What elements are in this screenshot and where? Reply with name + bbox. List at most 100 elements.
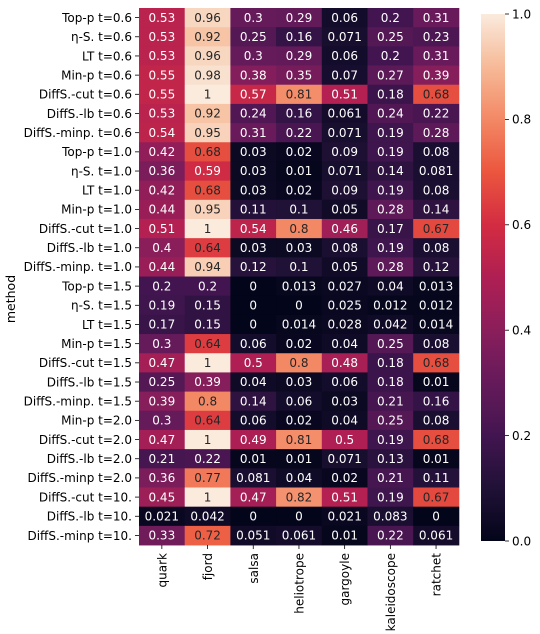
heatmap-cell <box>413 142 460 162</box>
cell-value-label: 0 <box>295 509 303 523</box>
row-label: LT t=0.6 <box>82 49 132 63</box>
cell-value-label: 0.027 <box>327 279 361 293</box>
cell-value-label: 0.39 <box>423 68 450 82</box>
heatmap-cell <box>139 276 186 297</box>
cell-value-label: 0.15 <box>194 318 221 332</box>
cell-value-label: 0.53 <box>148 30 175 44</box>
cell-value-label: 0.64 <box>194 241 221 255</box>
cell-value-label: 0.11 <box>240 203 267 217</box>
row-label: Min-p t=1.0 <box>61 203 132 217</box>
cell-value-label: 0.25 <box>377 337 404 351</box>
row-label: DiffS.-cut t=10. <box>39 490 132 504</box>
heatmap-cell <box>184 391 231 412</box>
heatmap-cell <box>367 372 414 392</box>
row-label: Min-p t=1.5 <box>61 337 132 351</box>
cell-value-label: 0.98 <box>194 68 221 82</box>
heatmap-cell <box>321 525 368 546</box>
row-label: Min-p t=2.0 <box>61 414 132 428</box>
heatmap-cell <box>230 161 277 182</box>
cell-value-label: 0.18 <box>377 356 404 370</box>
cell-value-label: 0.014 <box>282 318 316 332</box>
cell-value-label: 0.24 <box>377 107 404 121</box>
cell-value-label: 0.92 <box>194 30 221 44</box>
heatmap-cell <box>276 487 323 508</box>
cell-value-label: 0.47 <box>148 356 175 370</box>
heatmap-cell <box>139 123 186 143</box>
cell-value-label: 0.03 <box>286 241 313 255</box>
heatmap-cell <box>230 238 277 258</box>
heatmap-cell <box>321 180 368 201</box>
colorbar-tick-label: 0.4 <box>512 324 531 338</box>
heatmap-cell <box>413 525 460 546</box>
cell-value-label: 0.51 <box>331 88 358 102</box>
heatmap-cell <box>367 103 414 124</box>
heatmap-cell <box>413 334 460 354</box>
cell-value-label: 0.05 <box>331 260 358 274</box>
row-label: η-S. t=0.6 <box>71 30 132 44</box>
heatmap-cell <box>276 429 323 450</box>
cell-value-label: 0.061 <box>282 529 316 543</box>
cell-value-label: 0.22 <box>423 107 450 121</box>
heatmap-cell <box>321 65 368 86</box>
cell-value-label: 0.042 <box>373 318 407 332</box>
cell-value-label: 0.77 <box>194 471 221 485</box>
row-label: LT t=1.5 <box>82 318 132 332</box>
cell-value-label: 0.31 <box>240 126 267 140</box>
cell-value-label: 0.54 <box>240 222 267 236</box>
heatmap-cell <box>184 372 231 392</box>
heatmap-cell <box>367 161 414 182</box>
heatmap-cell <box>321 391 368 412</box>
heatmap-cell <box>321 449 368 469</box>
heatmap-cell <box>276 353 323 373</box>
heatmap-cell <box>230 142 277 162</box>
heatmap-cell <box>413 218 460 239</box>
heatmap-cell <box>230 391 277 412</box>
row-label: DiffS.-cut t=1.5 <box>39 356 132 370</box>
heatmap-cell <box>139 334 186 354</box>
heatmap-cell <box>367 46 414 66</box>
heatmap-cell <box>367 314 414 335</box>
heatmap-cell <box>276 65 323 86</box>
cell-value-label: 0.03 <box>240 183 267 197</box>
heatmap-cell <box>230 314 277 335</box>
heatmap-cell <box>321 487 368 508</box>
cell-value-label: 0.51 <box>148 222 175 236</box>
cell-value-label: 0.02 <box>331 471 358 485</box>
cell-value-label: 0.23 <box>423 30 450 44</box>
heatmap-cell <box>413 295 460 316</box>
heatmap-cell <box>139 218 186 239</box>
heatmap-cell <box>413 199 460 220</box>
cell-value-label: 0.64 <box>194 414 221 428</box>
heatmap-cell <box>184 65 231 86</box>
cell-value-label: 0.24 <box>240 107 267 121</box>
heatmap-cell <box>367 199 414 220</box>
cell-value-label: 0.53 <box>148 49 175 63</box>
heatmap-cell <box>139 103 186 124</box>
heatmap-cell <box>230 506 277 527</box>
cell-value-label: 0.14 <box>377 164 404 178</box>
cell-value-label: 0.46 <box>331 222 358 236</box>
heatmap-cell <box>139 27 186 47</box>
heatmap-cell <box>321 276 368 297</box>
cell-value-label: 0.39 <box>194 375 221 389</box>
heatmap-cell <box>276 142 323 162</box>
heatmap-cell <box>230 449 277 469</box>
heatmap-cell <box>321 314 368 335</box>
heatmap-cell <box>139 8 186 28</box>
heatmap-cell <box>321 46 368 66</box>
cell-value-label: 0.92 <box>194 107 221 121</box>
heatmap-cell <box>139 487 186 508</box>
column-label: kaleidoscope <box>384 553 398 631</box>
row-label: DiffS.-lb t=10. <box>47 510 132 524</box>
cell-value-label: 0.4 <box>152 241 171 255</box>
cell-value-label: 0.11 <box>423 471 450 485</box>
cell-value-label: 0.18 <box>377 375 404 389</box>
heatmap-cell <box>413 27 460 47</box>
heatmap-cell <box>139 180 186 201</box>
heatmap-cell <box>413 238 460 258</box>
heatmap-cell <box>367 353 414 373</box>
cell-value-label: 0.54 <box>148 126 175 140</box>
cell-value-label: 0.12 <box>240 260 267 274</box>
heatmap-cell <box>139 314 186 335</box>
cell-value-label: 0 <box>249 298 257 312</box>
